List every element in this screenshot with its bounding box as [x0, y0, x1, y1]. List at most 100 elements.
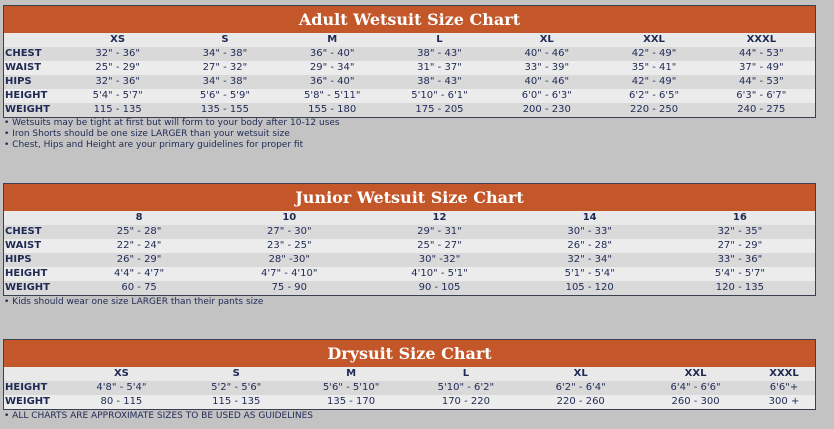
table-cell: 31" - 37" — [385, 61, 494, 75]
table-cell: 220 - 250 — [600, 103, 708, 117]
corner-cell — [4, 33, 64, 47]
junior-chart-title: Junior Wetsuit Size Chart — [4, 184, 815, 211]
drysuit-size-table: XS S M L XL XXL XXXL HEIGHT 4'8" - 5'4" … — [4, 367, 815, 409]
table-cell: 32" - 35" — [664, 225, 815, 239]
table-cell: 300 + — [753, 395, 815, 409]
size-header: 8 — [64, 211, 215, 225]
table-cell: 135 - 170 — [293, 395, 409, 409]
corner-cell — [4, 367, 64, 381]
size-header-row: XS S M L XL XXL XXXL — [4, 367, 815, 381]
table-cell: 23" - 25" — [214, 239, 365, 253]
drysuit-chart-title: Drysuit Size Chart — [4, 340, 815, 367]
table-cell: 28" -30" — [214, 253, 365, 267]
size-header-row: XS S M L XL XXL XXXL — [4, 33, 815, 47]
row-label: HEIGHT — [4, 381, 64, 395]
table-cell: 4'8" - 5'4" — [64, 381, 179, 395]
corner-cell — [4, 211, 64, 225]
table-cell: 6'6"+ — [753, 381, 815, 395]
table-cell: 26" - 29" — [64, 253, 215, 267]
table-row: WAIST 25" - 29" 27" - 32" 29" - 34" 31" … — [4, 61, 815, 75]
note-item: ALL CHARTS ARE APPROXIMATE SIZES TO BE U… — [4, 411, 313, 422]
size-header: XXL — [638, 367, 753, 381]
table-cell: 75 - 90 — [214, 281, 365, 295]
table-cell: 5'4" - 5'7" — [664, 267, 815, 281]
table-row: WEIGHT 60 - 75 75 - 90 90 - 105 105 - 12… — [4, 281, 815, 295]
row-label: CHEST — [4, 47, 64, 61]
table-row: HEIGHT 5'4" - 5'7" 5'6" - 5'9" 5'8" - 5'… — [4, 89, 815, 103]
adult-chart-title: Adult Wetsuit Size Chart — [4, 6, 815, 33]
size-header: M — [293, 367, 409, 381]
table-cell: 4'7" - 4'10" — [214, 267, 365, 281]
table-cell: 30" -32" — [364, 253, 515, 267]
table-cell: 27" - 32" — [171, 61, 279, 75]
table-cell: 5'1" - 5'4" — [514, 267, 665, 281]
size-header: S — [178, 367, 294, 381]
table-cell: 80 - 115 — [64, 395, 179, 409]
table-cell: 90 - 105 — [364, 281, 515, 295]
table-cell: 40" - 46" — [493, 75, 601, 89]
table-cell: 5'8" - 5'11" — [278, 89, 386, 103]
size-header: XL — [493, 33, 601, 47]
size-header: S — [171, 33, 279, 47]
table-cell: 135 - 155 — [171, 103, 279, 117]
table-cell: 25" - 28" — [64, 225, 215, 239]
table-cell: 42" - 49" — [600, 47, 708, 61]
table-cell: 155 - 180 — [278, 103, 386, 117]
table-cell: 25" - 29" — [64, 61, 172, 75]
table-cell: 27" - 30" — [214, 225, 365, 239]
junior-notes: Kids should wear one size LARGER than th… — [4, 297, 263, 308]
table-cell: 120 - 135 — [664, 281, 815, 295]
size-header: XS — [64, 33, 172, 47]
table-cell: 36" - 40" — [278, 75, 386, 89]
table-cell: 32" - 36" — [64, 75, 172, 89]
row-label: HIPS — [4, 253, 64, 267]
table-cell: 40" - 46" — [493, 47, 601, 61]
table-cell: 35" - 41" — [600, 61, 708, 75]
table-cell: 6'2" - 6'5" — [600, 89, 708, 103]
table-cell: 44" - 53" — [707, 75, 815, 89]
adult-notes: Wetsuits may be tight at first but will … — [4, 118, 340, 151]
adult-size-table: XS S M L XL XXL XXXL CHEST 32" - 36" 34"… — [4, 33, 815, 117]
size-header: 16 — [664, 211, 815, 225]
table-cell: 5'6" - 5'10" — [293, 381, 409, 395]
size-header: XXXL — [753, 367, 815, 381]
table-cell: 32" - 34" — [514, 253, 665, 267]
table-cell: 38" - 43" — [385, 75, 494, 89]
size-header: XXL — [600, 33, 708, 47]
table-cell: 26" - 28" — [514, 239, 665, 253]
table-cell: 44" - 53" — [707, 47, 815, 61]
table-cell: 60 - 75 — [64, 281, 215, 295]
table-cell: 200 - 230 — [493, 103, 601, 117]
table-row: HIPS 32" - 36" 34" - 38" 36" - 40" 38" -… — [4, 75, 815, 89]
table-cell: 260 - 300 — [638, 395, 753, 409]
table-row: HEIGHT 4'8" - 5'4" 5'2" - 5'6" 5'6" - 5'… — [4, 381, 815, 395]
note-item: Wetsuits may be tight at first but will … — [4, 118, 339, 129]
note-item: Chest, Hips and Height are your primary … — [4, 140, 340, 151]
size-header: 10 — [214, 211, 365, 225]
table-cell: 36" - 40" — [278, 47, 386, 61]
table-cell: 33" - 36" — [664, 253, 815, 267]
table-cell: 5'10" - 6'1" — [385, 89, 494, 103]
adult-size-chart: Adult Wetsuit Size Chart XS S M L XL XXL… — [3, 5, 816, 118]
table-cell: 37" - 49" — [707, 61, 815, 75]
row-label: WEIGHT — [4, 103, 64, 117]
table-row: HEIGHT 4'4" - 4'7" 4'7" - 4'10" 4'10" - … — [4, 267, 815, 281]
table-cell: 42" - 49" — [600, 75, 708, 89]
row-label: WAIST — [4, 61, 64, 75]
table-row: WAIST 22" - 24" 23" - 25" 25" - 27" 26" … — [4, 239, 815, 253]
row-label: WEIGHT — [4, 395, 64, 409]
size-header: L — [385, 33, 494, 47]
size-header: M — [278, 33, 386, 47]
table-cell: 5'2" - 5'6" — [178, 381, 294, 395]
table-cell: 4'4" - 4'7" — [64, 267, 215, 281]
row-label: HEIGHT — [4, 89, 64, 103]
table-cell: 25" - 27" — [364, 239, 515, 253]
note-item: Kids should wear one size LARGER than th… — [4, 297, 263, 308]
table-cell: 34" - 38" — [171, 75, 279, 89]
table-cell: 27" - 29" — [664, 239, 815, 253]
table-row: HIPS 26" - 29" 28" -30" 30" -32" 32" - 3… — [4, 253, 815, 267]
size-header: XS — [64, 367, 179, 381]
drysuit-size-chart: Drysuit Size Chart XS S M L XL XXL XXXL … — [3, 339, 816, 410]
table-cell: 29" - 34" — [278, 61, 386, 75]
table-cell: 6'0" - 6'3" — [493, 89, 601, 103]
